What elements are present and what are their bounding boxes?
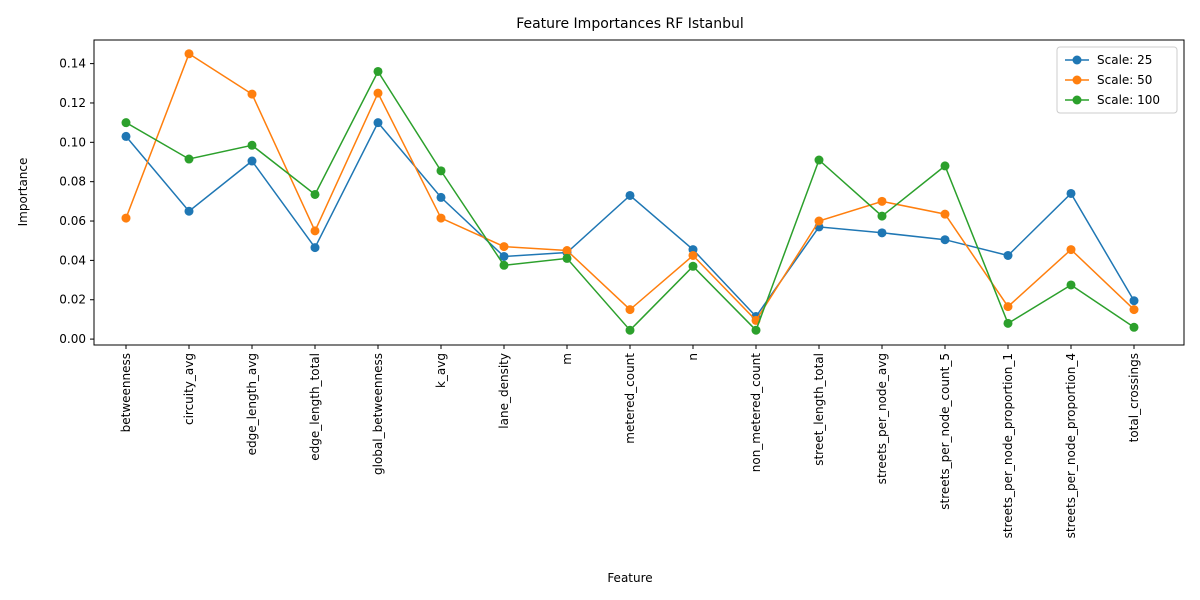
series-layer [121, 49, 1139, 335]
x-tick-label: non_metered_count [749, 353, 763, 473]
legend-label: Scale: 25 [1097, 53, 1152, 67]
data-point [1003, 250, 1013, 260]
series-3 [121, 66, 1139, 335]
x-axis-title: Feature [607, 571, 652, 585]
data-point [499, 242, 509, 252]
x-tick-label: streets_per_node_avg [875, 353, 889, 484]
series-2 [121, 49, 1139, 325]
series-line [125, 121, 1135, 318]
legend-label: Scale: 50 [1097, 73, 1152, 87]
y-tick-label: 0.04 [59, 253, 86, 267]
x-tick-label: streets_per_node_proportion_4 [1064, 353, 1078, 538]
x-axis: betweenness circuity_avg edge_length_avg ed… [119, 345, 1141, 538]
data-point [625, 190, 635, 200]
data-point [1003, 302, 1013, 312]
data-point [436, 166, 446, 176]
data-point [436, 192, 446, 202]
x-tick-label: edge_length_avg [245, 353, 259, 455]
series-1 [121, 118, 1139, 321]
y-tick-label: 0.00 [59, 332, 86, 346]
data-point [877, 196, 887, 206]
data-point [625, 325, 635, 335]
chart-title: Feature Importances RF Istanbul [516, 16, 744, 32]
x-tick-label: lane_density [497, 353, 511, 429]
data-point [310, 226, 320, 236]
y-tick-label: 0.14 [59, 57, 86, 71]
data-point [310, 243, 320, 253]
data-point [1129, 305, 1139, 315]
data-point [247, 89, 257, 99]
data-point [499, 251, 509, 261]
x-tick-label: edge_length_total [308, 353, 322, 461]
legend-marker [1072, 75, 1082, 85]
legend-box [1056, 46, 1178, 114]
data-point [121, 213, 131, 223]
data-point [247, 156, 257, 166]
data-point [877, 211, 887, 221]
x-tick-label: streets_per_node_count_5 [938, 353, 952, 510]
data-point [751, 325, 761, 335]
legend: Scale: 25 Scale: 50 Scale: 100 [1056, 46, 1178, 114]
data-point [1066, 188, 1076, 198]
data-point [184, 206, 194, 216]
y-tick-label: 0.10 [59, 135, 86, 149]
x-tick-label: streets_per_node_proportion_1 [1001, 353, 1015, 538]
data-point [814, 155, 824, 165]
data-point [688, 250, 698, 260]
data-point [436, 213, 446, 223]
x-tick-label: betweenness [119, 353, 133, 432]
data-point [688, 261, 698, 271]
legend-marker [1072, 55, 1082, 65]
data-point [1129, 322, 1139, 332]
legend-marker [1072, 95, 1082, 105]
data-point [1003, 318, 1013, 328]
data-point [877, 228, 887, 238]
x-tick-label: global_betweenness [371, 353, 385, 475]
data-point [562, 253, 572, 263]
data-point [247, 140, 257, 150]
series-line [125, 69, 1135, 332]
x-tick-label: metered_count [623, 353, 637, 444]
y-tick-label: 0.06 [59, 214, 86, 228]
data-point [940, 161, 950, 171]
data-point [373, 66, 383, 76]
data-point [373, 88, 383, 98]
series-line [125, 52, 1135, 322]
data-point [310, 189, 320, 199]
x-tick-label: n [686, 353, 700, 361]
data-point [1066, 245, 1076, 255]
x-tick-label: street_length_total [812, 353, 826, 466]
data-point [499, 260, 509, 270]
data-point [1129, 296, 1139, 306]
data-point [625, 305, 635, 315]
plot-area [93, 39, 1185, 346]
y-tick-label: 0.12 [59, 96, 86, 110]
data-point [184, 154, 194, 164]
y-tick-label: 0.08 [59, 175, 86, 189]
legend-label: Scale: 100 [1097, 93, 1160, 107]
y-axis-title: Importance [16, 158, 30, 227]
y-axis: 0.00 0.02 0.04 0.06 0.08 0.10 0.12 0.14 [59, 57, 94, 346]
data-point [1066, 280, 1076, 290]
data-point [121, 118, 131, 128]
x-tick-label: total_crossings [1127, 353, 1141, 442]
data-point [562, 246, 572, 256]
data-point [940, 235, 950, 245]
data-point [121, 131, 131, 141]
data-point [940, 209, 950, 219]
y-tick-label: 0.02 [59, 293, 86, 307]
data-point [814, 216, 824, 226]
x-tick-label: m [560, 353, 574, 365]
data-point [184, 49, 194, 59]
data-point [373, 118, 383, 128]
x-tick-label: circuity_avg [182, 353, 196, 425]
x-tick-label: k_avg [434, 353, 448, 388]
